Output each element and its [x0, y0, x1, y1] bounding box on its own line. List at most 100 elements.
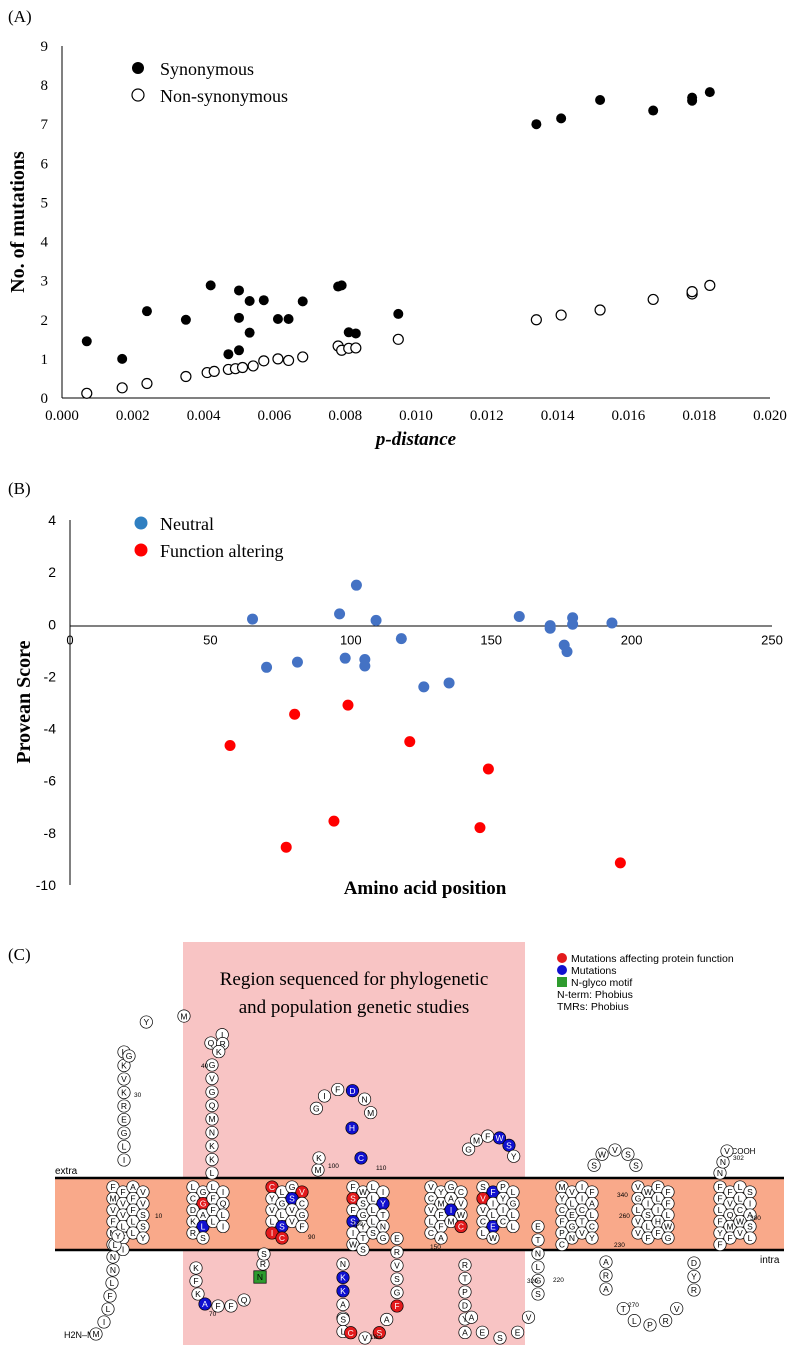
residue — [458, 1298, 472, 1313]
chart-a-legend: Synonymous Non-synonymous — [131, 59, 288, 106]
neutral-point — [606, 617, 618, 629]
nonsynonymous-point — [208, 365, 220, 378]
residue-letter: L — [738, 1194, 743, 1204]
residue-letter: F — [559, 1217, 564, 1227]
residue — [434, 1231, 448, 1245]
residue-letter: G — [200, 1187, 207, 1197]
chart-a-y-tick-label: 2 — [41, 313, 49, 329]
residue-letter: A — [200, 1210, 206, 1220]
residue-letter: F — [655, 1228, 660, 1238]
position-label: 300 — [750, 1215, 761, 1222]
residue-letter: L — [511, 1222, 516, 1232]
residue-letter: N — [110, 1252, 116, 1262]
residue-letter: L — [110, 1278, 115, 1288]
residue-letter: F — [655, 1182, 660, 1192]
synonymous-point — [393, 308, 404, 319]
chart-a-x-tick-label: 0.004 — [187, 408, 221, 424]
residue-letter: E — [490, 1222, 496, 1232]
residue — [356, 1242, 370, 1257]
residue-letter: E — [569, 1210, 575, 1220]
residue — [212, 1045, 226, 1059]
synonymous-point — [258, 295, 269, 306]
position-label: 302 — [733, 1155, 744, 1162]
residue-letter: S — [279, 1222, 285, 1232]
residue-letter: K — [340, 1286, 346, 1296]
synonymous-point — [234, 312, 244, 323]
chart-a-y-tick-label: 9 — [41, 39, 49, 55]
neutral-point — [544, 622, 556, 634]
residue-letter: Y — [691, 1272, 697, 1282]
residue — [511, 1325, 525, 1339]
residue-letter: A — [448, 1194, 454, 1204]
residue-letter: L — [491, 1210, 496, 1220]
residue-letter: K — [209, 1141, 215, 1151]
residue-letter: N — [340, 1259, 346, 1269]
chart-a-x-tick-label: 0.014 — [541, 408, 575, 424]
residue-letter: V — [140, 1199, 146, 1209]
residue — [317, 1089, 332, 1103]
topology-diagram: Region sequenced for phylogenetic and po… — [55, 942, 784, 1345]
residue-letter: V — [569, 1187, 575, 1197]
synonymous-point — [81, 336, 92, 347]
residue — [608, 1143, 622, 1157]
residue-letter: E — [515, 1327, 521, 1337]
residue-letter: C — [458, 1222, 464, 1232]
residue-letter: L — [201, 1222, 206, 1232]
residue-letter: F — [215, 1301, 220, 1311]
residue-letter: F — [727, 1233, 732, 1243]
residue-letter: L — [656, 1194, 661, 1204]
membrane-band — [55, 1178, 784, 1250]
c-terminus-label: –COOH — [727, 1147, 756, 1156]
residue — [670, 1302, 684, 1316]
residue-letter: C — [428, 1228, 434, 1238]
residue-letter: C — [559, 1240, 565, 1250]
residue-letter: Q — [241, 1295, 248, 1305]
chart-b-y-tick-label: -4 — [44, 721, 57, 737]
residue-letter: T — [360, 1233, 365, 1243]
residue-letter: I — [647, 1199, 649, 1209]
residue-letter: S — [261, 1249, 267, 1259]
residue-letter: M — [109, 1194, 116, 1204]
residue-letter: G — [665, 1233, 672, 1243]
chart-a-x-tick-label: 0.002 — [116, 408, 150, 424]
residue-letter: C — [579, 1205, 585, 1215]
residue-letter: C — [269, 1182, 275, 1192]
residue-letter: V — [737, 1228, 743, 1238]
legend-label-synonymous: Synonymous — [160, 59, 254, 79]
residue-function-affecting — [275, 1231, 289, 1245]
residue-letter: L — [270, 1217, 275, 1227]
residue-letter: Y — [269, 1194, 275, 1204]
chart-b-y-tick-label: -2 — [44, 668, 57, 684]
residue — [599, 1282, 613, 1296]
neutral-point — [418, 681, 430, 693]
residue — [205, 1085, 219, 1099]
residue-letter: Y — [438, 1187, 444, 1197]
residue-letter: A — [469, 1312, 475, 1322]
residue-letter: G — [299, 1210, 306, 1220]
residue-letter: V — [140, 1187, 146, 1197]
residue-letter: Y — [717, 1228, 723, 1238]
legend-marker-nonsynonymous — [131, 88, 145, 102]
residue-letter: V — [635, 1217, 641, 1227]
chart-b-x-tick-label: 150 — [480, 632, 502, 647]
residue-letter: Q — [220, 1199, 227, 1209]
synonymous-point — [704, 87, 715, 98]
position-label: 150 — [430, 1244, 441, 1251]
residue — [743, 1231, 757, 1245]
residue-letter: M — [473, 1135, 480, 1145]
residue-letter: W — [644, 1187, 652, 1197]
residue-letter: S — [140, 1222, 146, 1232]
residue-letter: W — [598, 1149, 606, 1159]
synonymous-point — [648, 105, 659, 116]
synonymous-point — [336, 280, 347, 291]
residue-letter: M — [208, 1114, 215, 1124]
residue-letter: F — [717, 1194, 722, 1204]
chart-b-y-tick-label: 0 — [48, 616, 56, 632]
residue — [599, 1255, 613, 1269]
function-altering-point — [280, 841, 292, 853]
residue-letter: R — [603, 1271, 609, 1281]
chart-a-x-tick-label: 0.010 — [399, 408, 433, 424]
nonsynonymous-point — [81, 387, 93, 399]
residue-letter: F — [130, 1194, 135, 1204]
residue-letter: E — [480, 1327, 486, 1337]
